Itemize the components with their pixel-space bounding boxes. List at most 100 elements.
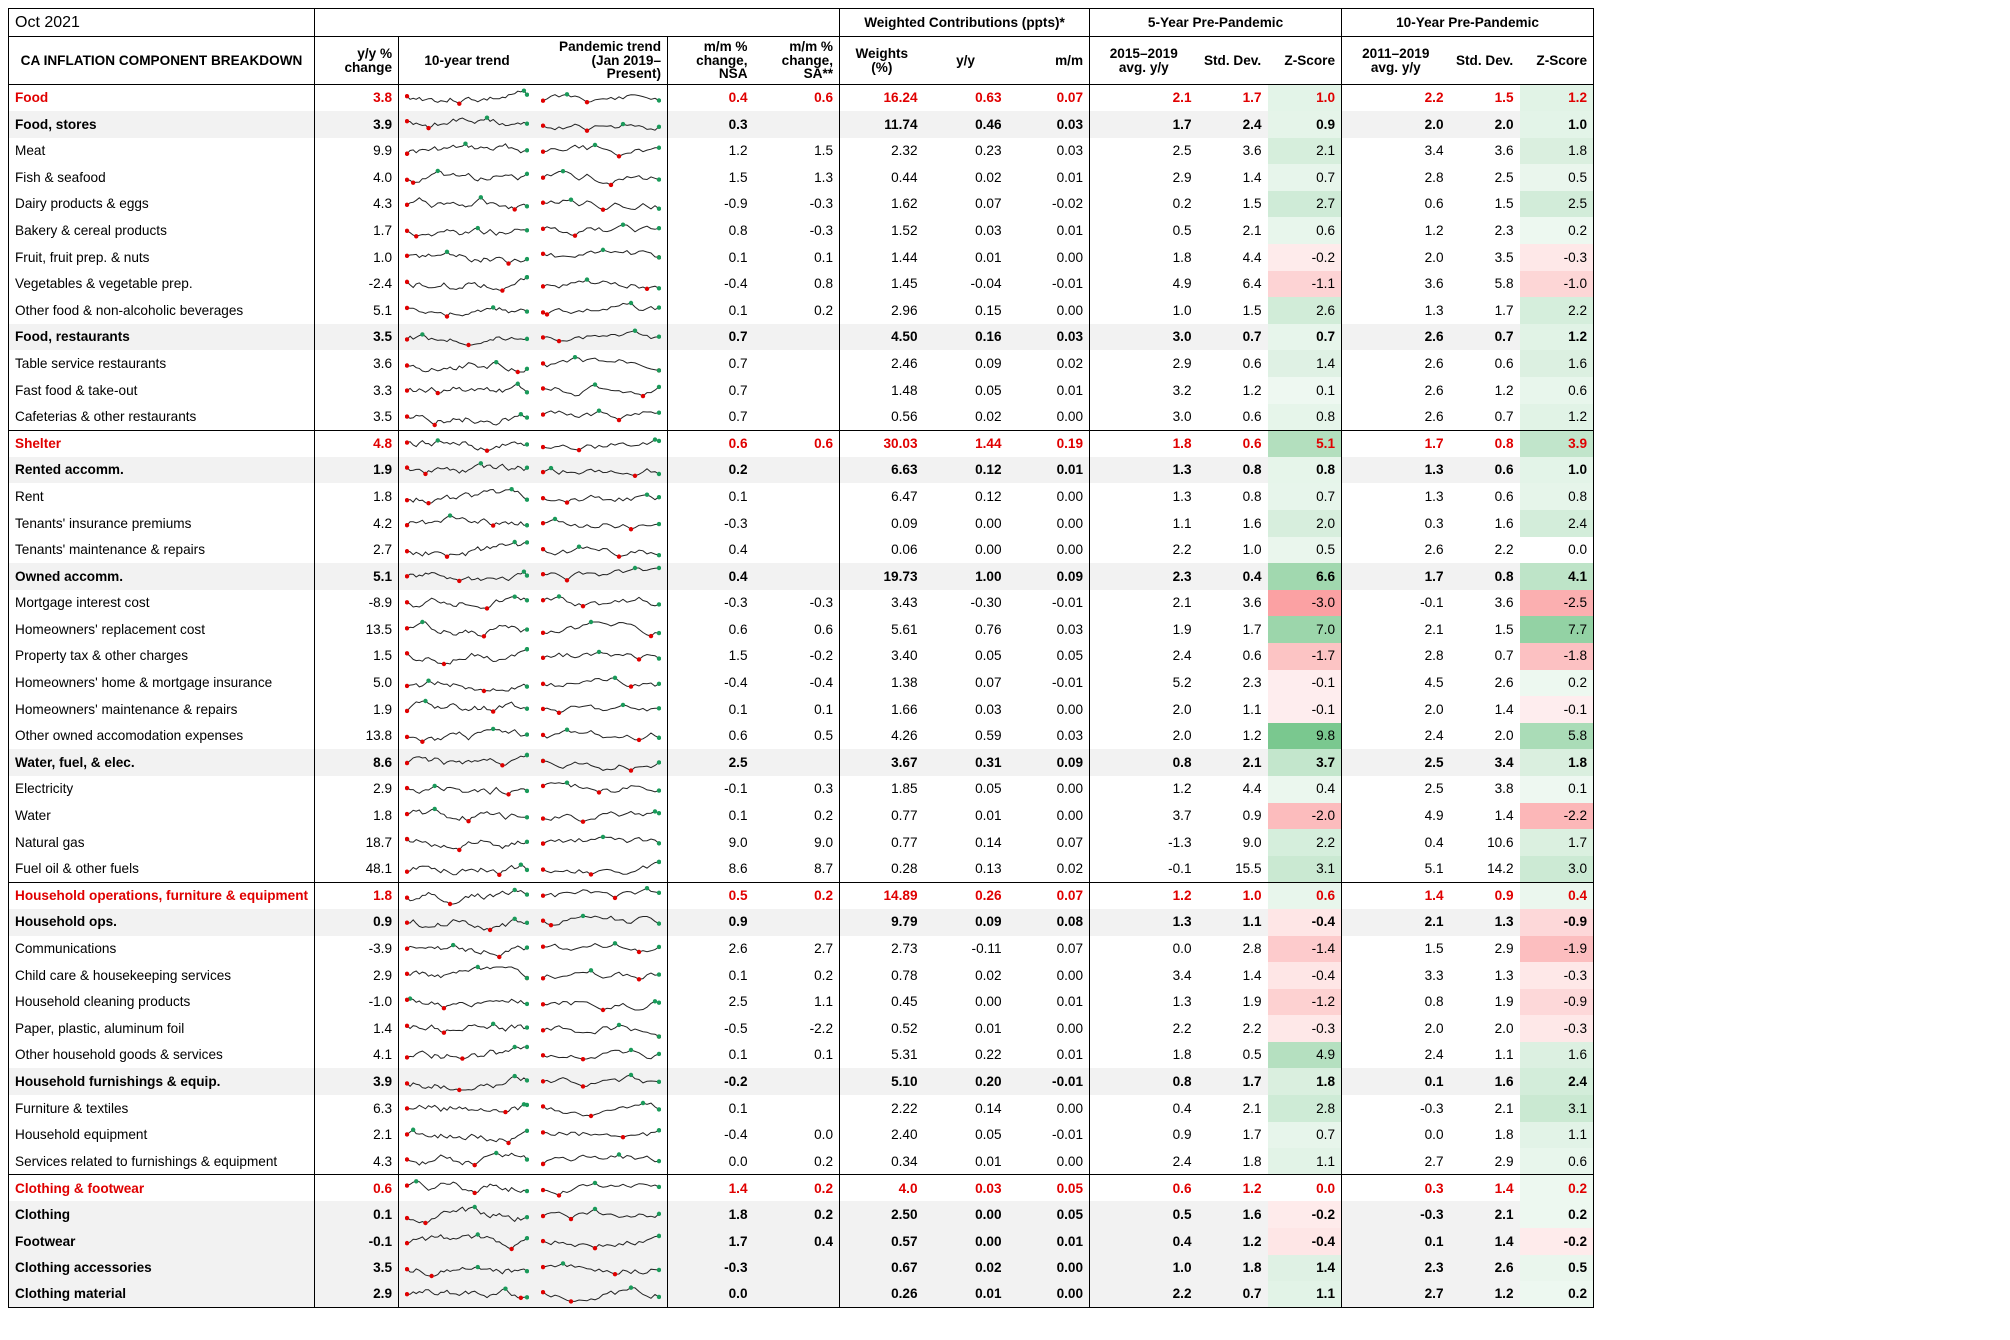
trend-line <box>542 170 660 186</box>
contribution-yy: 0.01 <box>923 1281 1008 1308</box>
start-point-marker <box>405 305 410 310</box>
contribution-mm: 0.07 <box>1056 90 1084 106</box>
end-point-marker <box>656 304 662 310</box>
contribution-mm: -0.01 <box>1052 595 1084 611</box>
high-point-marker <box>628 1047 634 1053</box>
avg-5yr: 1.8 <box>1089 244 1198 271</box>
high-point-marker <box>463 141 468 146</box>
end-point-marker <box>524 148 530 153</box>
low-point-marker <box>466 818 471 824</box>
pandemic-sparkline <box>535 191 668 218</box>
high-point-marker <box>596 649 602 655</box>
pandemic-sparkline <box>535 537 668 564</box>
subcategory-row: Household ops. 0.9 0.9 9.79 0.09 0.08 1.3 1.1 -0… <box>7 908 1595 936</box>
weight: 1.66 <box>839 696 924 723</box>
avg-10yr: -0.3 <box>1341 1095 1450 1122</box>
mm-sa: 0.3 <box>814 781 834 797</box>
mm-nsa: 0.0 <box>667 1148 754 1175</box>
pandemic-sparkline <box>535 989 668 1016</box>
pandemic-sparkline <box>535 908 668 936</box>
zscore-10yr: 0.5 <box>1519 1254 1595 1282</box>
mm-nsa: 0.1 <box>667 802 754 830</box>
contribution-mm: 0.00 <box>1007 1254 1090 1282</box>
end-point-marker <box>656 1185 662 1190</box>
mm-sa: 1.3 <box>814 169 834 185</box>
stddev-10yr: 0.7 <box>1449 323 1520 351</box>
avg-5yr: 1.1 <box>1089 510 1198 537</box>
end-point-marker <box>656 1267 662 1273</box>
zscore-5yr: 0.6 <box>1267 882 1342 909</box>
trend-line <box>542 518 660 531</box>
contribution-mm: 0.07 <box>1056 888 1084 904</box>
item-row: Tenants' insurance premiums 4.2 -0.3 0.09 0.… <box>7 510 1595 537</box>
trend-line <box>542 782 660 794</box>
stddev-5yr: 1.7 <box>1242 90 1262 106</box>
component-name: Food, stores <box>7 111 315 138</box>
stddev-10yr: 2.0 <box>1494 1020 1514 1036</box>
mm-nsa: 1.2 <box>667 137 754 165</box>
stddev-5yr: 2.8 <box>1242 941 1262 956</box>
stddev-5yr: 0.8 <box>1242 488 1262 504</box>
end-point-marker <box>656 1000 662 1005</box>
weight: 0.57 <box>839 1228 924 1255</box>
mm-sa: -0.3 <box>809 196 834 212</box>
high-point-marker <box>512 594 517 599</box>
low-point-marker <box>481 633 487 639</box>
mm-nsa: 1.8 <box>667 1201 754 1229</box>
zscore-10yr: 0.2 <box>1519 669 1595 697</box>
stddev-10yr: 0.6 <box>1494 488 1514 504</box>
yy-change: 1.5 <box>314 642 399 670</box>
high-point-marker <box>490 304 496 310</box>
end-point-marker <box>524 171 530 176</box>
yy-change: 3.5 <box>314 323 399 351</box>
trend-line <box>542 970 660 981</box>
high-point-marker <box>512 916 517 922</box>
subcategory-row: Owned accomm. 5.1 0.4 19.73 1.00 0.09 2.3 0.4 6.… <box>7 563 1595 590</box>
avg-5yr: 0.5 <box>1089 217 1198 245</box>
item-row: Other owned accomodation expenses 13.8 0.6… <box>7 722 1595 750</box>
start-point-marker <box>405 523 410 528</box>
component-name: Other owned accomodation expenses <box>7 722 315 750</box>
contribution-yy: 0.00 <box>975 994 1002 1010</box>
col-z10: Z-Score <box>1519 36 1595 85</box>
stddev-5yr: 3.6 <box>1242 595 1262 611</box>
component-name: Meat <box>7 137 315 165</box>
avg-10yr: 1.2 <box>1341 217 1450 245</box>
trend-line <box>406 169 528 183</box>
start-point-marker <box>541 470 546 475</box>
zscore-5yr: 0.6 <box>1267 217 1342 245</box>
weight: 6.47 <box>839 483 924 510</box>
subcategory-row: Food, stores 3.9 0.3 11.74 0.46 0.03 1.7 2.4 0.9… <box>7 111 1595 138</box>
stddev-10yr: 0.9 <box>1494 888 1514 904</box>
end-point-marker <box>524 840 530 845</box>
stddev-10yr: 0.6 <box>1494 355 1514 371</box>
low-point-marker <box>506 1140 511 1146</box>
contribution-yy: -0.30 <box>970 595 1002 611</box>
pandemic-sparkline <box>535 803 668 830</box>
zscore-10yr: -2.5 <box>1519 589 1595 617</box>
zscore-10yr: -0.1 <box>1519 696 1595 723</box>
mm-sa <box>753 1254 840 1282</box>
component-name: Bakery & cereal products <box>7 217 315 245</box>
avg-5yr: 2.4 <box>1089 642 1198 670</box>
ten-year-sparkline <box>398 244 536 271</box>
high-point-marker <box>552 517 558 522</box>
avg-10yr: 0.3 <box>1341 510 1450 537</box>
weight: 0.44 <box>839 164 924 191</box>
avg-10yr: 0.3 <box>1341 1174 1450 1202</box>
contribution-mm: 0.00 <box>1056 542 1084 558</box>
mm-nsa: 0.1 <box>667 1041 754 1069</box>
zscore-10yr: 5.8 <box>1519 722 1595 750</box>
mm-nsa: 0.6 <box>667 722 754 750</box>
low-point-marker <box>426 500 431 506</box>
trend-line <box>542 887 660 899</box>
pandemic-sparkline <box>535 616 668 643</box>
trend-line <box>542 223 660 237</box>
contribution-yy: -0.04 <box>970 276 1002 292</box>
avg-10yr: 2.6 <box>1341 403 1450 431</box>
end-point-marker <box>656 859 662 864</box>
ten-year-sparkline <box>398 935 536 963</box>
mm-nsa: -0.3 <box>667 589 754 617</box>
low-point-marker <box>487 928 493 933</box>
zscore-10yr: -0.3 <box>1519 962 1595 989</box>
